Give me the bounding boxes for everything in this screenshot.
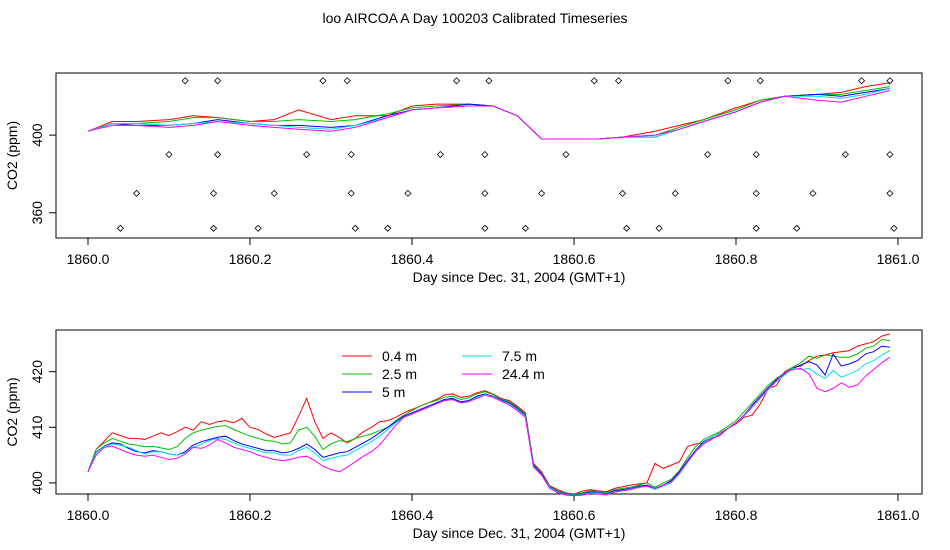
data-marker bbox=[655, 224, 663, 232]
data-marker bbox=[671, 189, 679, 197]
series-line-0-4-m bbox=[87, 333, 891, 495]
y-tick-label: 400 bbox=[29, 123, 45, 147]
x-tick-label: 1860.2 bbox=[229, 507, 272, 523]
data-marker bbox=[521, 224, 529, 232]
data-marker bbox=[214, 150, 222, 159]
data-marker bbox=[481, 189, 489, 197]
data-marker bbox=[752, 189, 760, 197]
data-marker bbox=[481, 224, 489, 232]
x-tick-label: 1860.0 bbox=[67, 507, 110, 523]
x-tick-label: 1861.0 bbox=[877, 251, 920, 267]
data-marker bbox=[590, 77, 598, 85]
data-marker bbox=[481, 150, 489, 159]
x-tick-label: 1860.8 bbox=[715, 507, 758, 523]
data-marker bbox=[254, 224, 262, 232]
data-marker bbox=[614, 77, 623, 85]
legend-label: 5 m bbox=[382, 384, 405, 400]
data-marker bbox=[890, 224, 898, 232]
series-line-2-5-m bbox=[87, 338, 890, 495]
data-marker bbox=[562, 150, 570, 159]
series-line-7-5-m bbox=[87, 350, 891, 496]
x-tick-label: 1860.4 bbox=[391, 507, 434, 523]
data-marker bbox=[724, 77, 732, 85]
series-line-24-4-m bbox=[87, 356, 891, 497]
series-line-7-5-m bbox=[87, 88, 891, 140]
data-marker bbox=[270, 189, 278, 197]
x-tick-label: 1861.0 bbox=[877, 507, 920, 523]
legend-label: 2.5 m bbox=[382, 366, 417, 382]
data-marker bbox=[704, 150, 712, 159]
data-marker bbox=[886, 150, 894, 159]
series-line-2-5-m bbox=[87, 86, 890, 140]
y-tick-label: 400 bbox=[29, 471, 45, 495]
y-tick-label: 360 bbox=[29, 201, 45, 225]
data-marker bbox=[793, 224, 801, 232]
data-marker bbox=[752, 150, 760, 159]
data-marker bbox=[165, 150, 173, 159]
data-marker bbox=[343, 77, 351, 85]
data-marker bbox=[347, 150, 355, 159]
x-axis-label: Day since Dec. 31, 2004 (GMT+1) bbox=[413, 525, 626, 541]
data-marker bbox=[752, 224, 760, 232]
y-tick-label: 420 bbox=[29, 360, 45, 384]
data-marker bbox=[841, 150, 849, 159]
data-marker bbox=[209, 189, 218, 197]
x-axis-label: Day since Dec. 31, 2004 (GMT+1) bbox=[413, 269, 626, 285]
data-marker bbox=[181, 77, 189, 85]
data-marker bbox=[319, 77, 327, 85]
y-axis-label: CO2 (ppm) bbox=[4, 121, 20, 190]
data-marker bbox=[452, 77, 461, 85]
data-marker bbox=[351, 224, 359, 232]
data-marker bbox=[347, 189, 355, 197]
data-marker bbox=[623, 224, 631, 232]
x-tick-label: 1860.0 bbox=[67, 251, 110, 267]
data-marker bbox=[756, 77, 764, 85]
plot-frame bbox=[55, 329, 923, 495]
series-line-24-4-m bbox=[87, 90, 891, 140]
legend-label: 7.5 m bbox=[502, 348, 537, 364]
data-marker bbox=[485, 77, 493, 85]
data-marker bbox=[619, 189, 627, 197]
data-marker bbox=[214, 77, 222, 85]
x-tick-label: 1860.6 bbox=[553, 507, 596, 523]
data-marker bbox=[384, 224, 392, 232]
data-marker bbox=[886, 77, 894, 85]
data-marker bbox=[809, 189, 817, 197]
data-marker bbox=[303, 150, 311, 159]
x-tick-label: 1860.4 bbox=[391, 251, 434, 267]
legend-label: 0.4 m bbox=[382, 348, 417, 364]
series-line-0-4-m bbox=[87, 82, 890, 140]
x-tick-label: 1860.2 bbox=[229, 251, 272, 267]
data-marker bbox=[404, 189, 412, 197]
series-line-5-m bbox=[87, 88, 890, 140]
y-tick-label: 410 bbox=[29, 415, 45, 439]
data-marker bbox=[209, 224, 218, 232]
data-marker bbox=[436, 150, 444, 159]
plot-frame bbox=[55, 72, 923, 239]
data-marker bbox=[886, 189, 894, 197]
x-tick-label: 1860.8 bbox=[715, 251, 758, 267]
data-marker bbox=[133, 189, 141, 197]
figure-title: loo AIRCOA A Day 100203 Calibrated Times… bbox=[322, 10, 628, 26]
series-line-5-m bbox=[87, 345, 890, 496]
x-tick-label: 1860.6 bbox=[553, 251, 596, 267]
data-marker bbox=[857, 77, 866, 85]
legend-label: 24.4 m bbox=[502, 366, 545, 382]
data-marker bbox=[116, 224, 124, 232]
y-axis-label: CO2 (ppm) bbox=[4, 377, 20, 446]
data-marker bbox=[538, 189, 546, 197]
